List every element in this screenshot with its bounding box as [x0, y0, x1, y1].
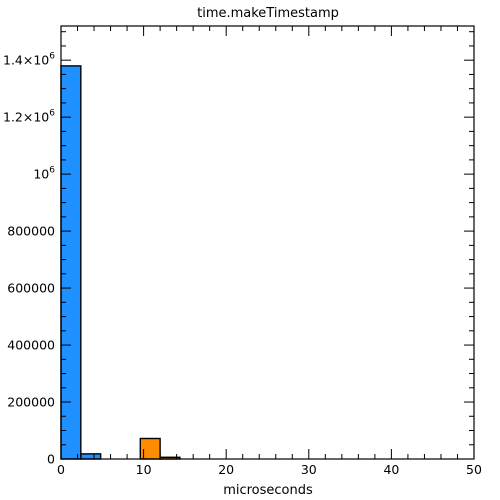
y-tick-label: 0	[47, 452, 55, 467]
x-tick-label: 20	[218, 462, 234, 477]
y-tick-label-base: 200000	[7, 395, 55, 410]
y-tick-label-base: 1.2×10	[3, 110, 49, 125]
y-tick-label: 800000	[7, 224, 55, 239]
y-tick-label-exponent: 6	[49, 52, 55, 62]
y-tick-label-base: 600000	[7, 281, 55, 296]
y-tick-label-base: 400000	[7, 338, 55, 353]
y-tick-label-base: 10	[33, 167, 49, 182]
y-tick-label-base: 800000	[7, 224, 55, 239]
y-tick-label: 1.2×106	[3, 109, 55, 125]
x-tick-label: 10	[136, 462, 152, 477]
x-axis-label: microseconds	[223, 483, 313, 498]
histogram-bar	[80, 453, 102, 460]
y-tick-label-exponent: 6	[49, 166, 55, 176]
x-tick-label: 30	[301, 462, 317, 477]
y-tick-label-base: 1.4×10	[3, 53, 49, 68]
plot-frame	[60, 25, 475, 460]
x-tick-labels: 0 10 20 30 40 50	[57, 462, 482, 477]
y-tick-label: 600000	[7, 281, 55, 296]
y-tick-label-base: 0	[47, 452, 55, 467]
x-tick-label: 40	[383, 462, 399, 477]
ticks-layer	[60, 26, 475, 460]
chart-title: time.makeTimestamp	[197, 6, 339, 21]
histogram-bar	[60, 65, 82, 460]
x-tick-label: 50	[466, 462, 482, 477]
y-tick-label-exponent: 6	[49, 109, 55, 119]
x-tick-label: 0	[57, 462, 65, 477]
bars-layer	[60, 65, 181, 460]
y-tick-label: 1.4×106	[3, 52, 55, 68]
y-tick-label: 106	[33, 166, 55, 182]
y-tick-label: 200000	[7, 395, 55, 410]
y-tick-label: 400000	[7, 338, 55, 353]
y-tick-labels: 02000004000006000008000001061.2×1061.4×1…	[3, 52, 55, 467]
